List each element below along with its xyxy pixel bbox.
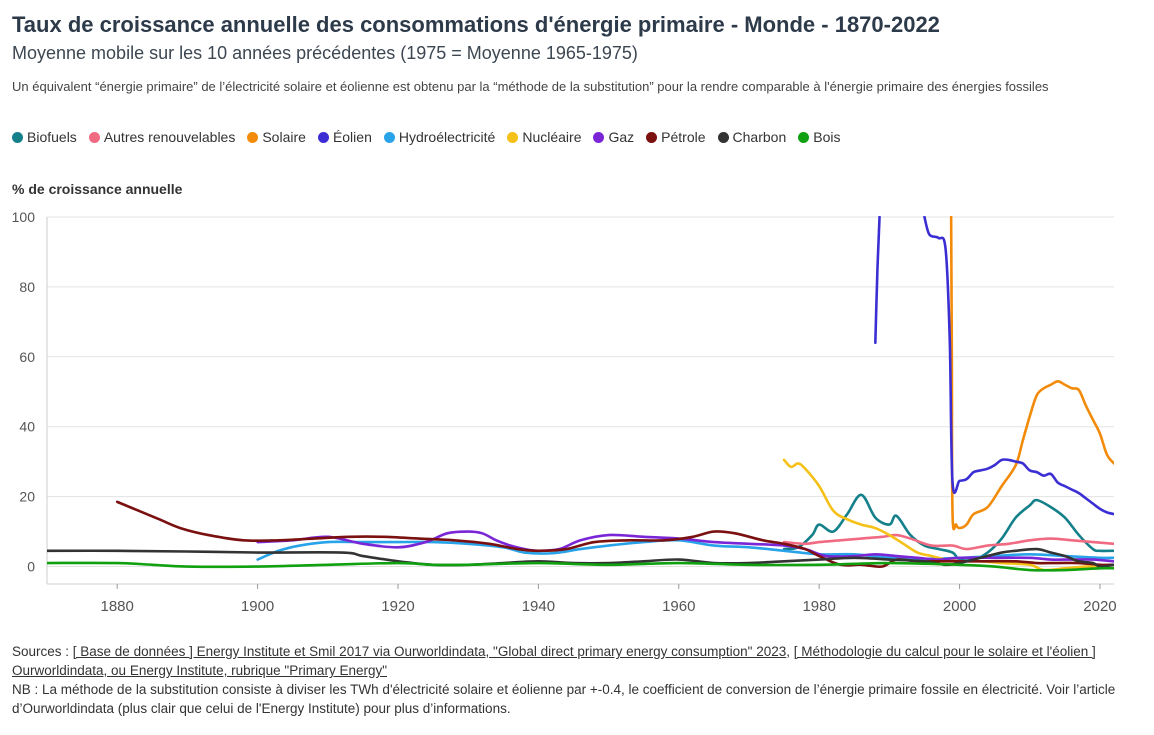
series-line-petrole	[115, 500, 1114, 569]
legend-swatch	[593, 131, 605, 143]
legend-swatch	[717, 131, 729, 143]
legend-label: Gaz	[608, 129, 635, 145]
x-tick-label: 1900	[241, 598, 274, 615]
x-tick-label: 2000	[943, 598, 976, 615]
footer: Sources : [ Base de données ] Energy Ins…	[12, 642, 1142, 718]
legend-label: Charbon	[732, 129, 787, 145]
legend-swatch	[247, 131, 259, 143]
legend-swatch	[317, 131, 329, 143]
x-tick-label: 2020	[1083, 598, 1116, 615]
y-tick-label: 40	[19, 419, 35, 435]
legend-label: Pétrole	[661, 129, 706, 145]
legend-label: Bois	[813, 129, 841, 145]
series-line-charbon	[47, 547, 1114, 568]
legend-item[interactable]: Solaire	[247, 129, 306, 145]
series-line-bois	[47, 561, 1114, 572]
chart-title: Taux de croissance annuelle des consomma…	[12, 12, 940, 37]
legend-swatch	[88, 131, 100, 143]
legend-label: Éolien	[332, 129, 372, 145]
x-tick-label: 1980	[802, 598, 835, 615]
legend-item[interactable]: Bois	[798, 129, 840, 145]
legend-swatch	[507, 131, 519, 143]
series-line-biofuels	[782, 493, 1114, 562]
x-tick-label: 1920	[381, 598, 414, 615]
source-link-database[interactable]: [ Base de données ] Energy Institute et …	[72, 644, 787, 659]
legend-label: Hydroélectricité	[398, 129, 496, 145]
sources-separator: ,	[786, 644, 794, 659]
chart-subtitle: Moyenne mobile sur les 10 années précéde…	[12, 43, 638, 63]
legend-label: Nucléaire	[522, 129, 582, 145]
y-tick-label: 0	[27, 559, 35, 575]
legend-item[interactable]: Hydroélectricité	[383, 129, 496, 145]
y-tick-label: 60	[19, 349, 35, 365]
x-tick-label: 1940	[522, 598, 555, 615]
x-tick-label: 1960	[662, 598, 695, 615]
y-tick-label: 20	[19, 489, 35, 505]
line-chart: 0 20 40 60 80 100 1880 1900 1920 1940 1960 1980 2000…	[12, 209, 1117, 615]
legend-swatch	[646, 131, 658, 143]
series-line-eolien	[874, 216, 881, 345]
legend-item[interactable]: Éolien	[317, 129, 372, 145]
legend-swatch	[798, 131, 810, 143]
legend-item[interactable]: Pétrole	[646, 129, 706, 145]
y-axis-title: % de croissance annuelle	[12, 181, 183, 197]
legend-item[interactable]: Autres renouvelables	[88, 129, 236, 145]
footer-note: NB : La méthode de la substitution consi…	[12, 682, 1116, 716]
legend-label: Biofuels	[27, 129, 77, 145]
chart-description: Un équivalent “énergie primaire” de l’él…	[12, 79, 1049, 94]
legend-item[interactable]: Gaz	[593, 129, 634, 145]
x-tick-label: 1880	[101, 598, 134, 615]
legend-swatch	[383, 131, 395, 143]
legend: Biofuels Autres renouvelables Solaire Éolie…	[12, 129, 840, 145]
series-line-autres-renouvelables	[782, 533, 1114, 551]
series-line-eolien	[923, 216, 1114, 516]
legend-item[interactable]: Biofuels	[12, 129, 77, 145]
legend-item[interactable]: Charbon	[717, 129, 787, 145]
legend-swatch	[12, 131, 23, 143]
source-link-methodology[interactable]: [ Méthodologie du calcul pour le solaire…	[12, 644, 1096, 678]
sources-prefix: Sources :	[12, 644, 73, 659]
series-line-solaire	[949, 216, 1114, 531]
legend-label: Solaire	[262, 129, 306, 145]
y-tick-label: 80	[19, 279, 35, 295]
y-tick-label: 100	[12, 209, 36, 225]
legend-item[interactable]: Nucléaire	[507, 129, 581, 145]
legend-label: Autres renouvelables	[103, 129, 236, 145]
